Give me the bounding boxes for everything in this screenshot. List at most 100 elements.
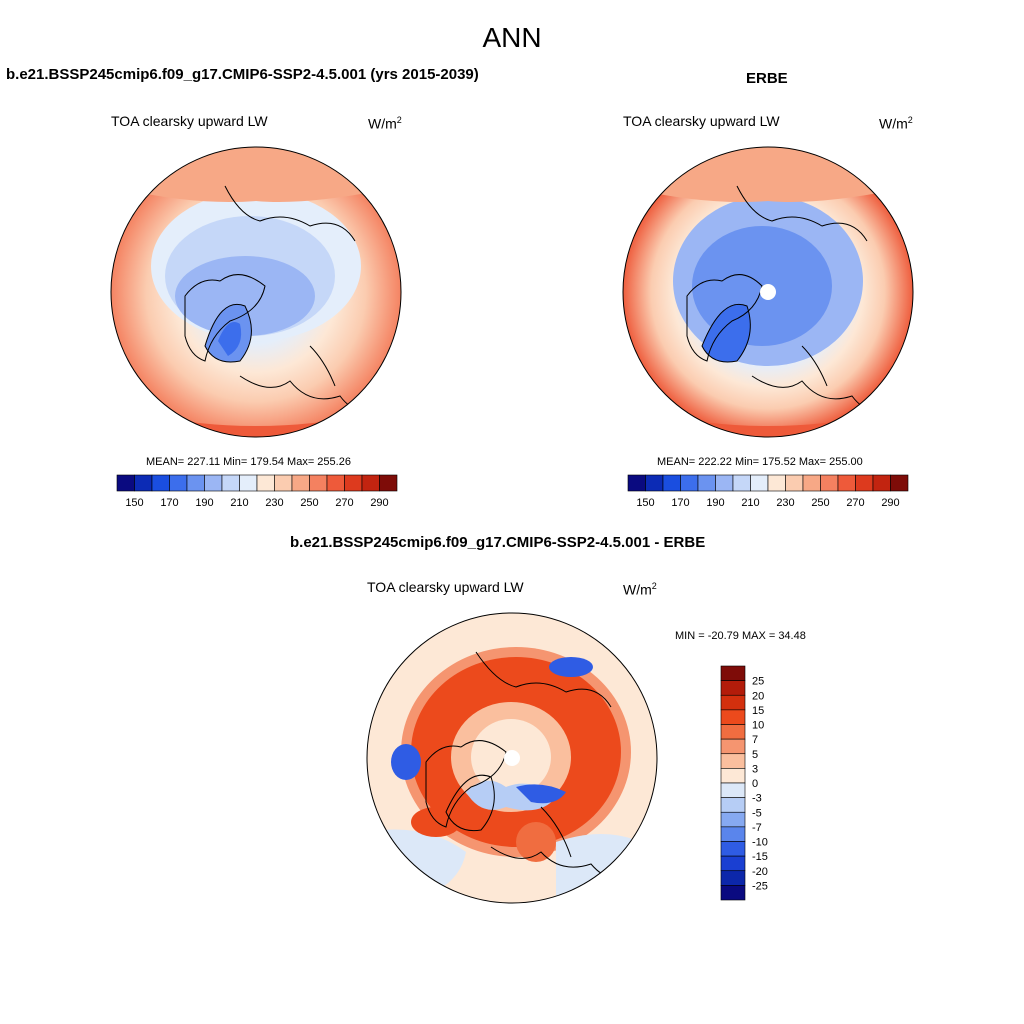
- panel2-colorbar-swatch: [872, 474, 891, 492]
- panel2-colorbar-swatch: [732, 474, 751, 492]
- panel3-colorbar-swatch: [720, 841, 746, 857]
- panel1-colorbar-swatch: [186, 474, 205, 492]
- panel3-colorbar-tick-label: 25: [752, 676, 764, 688]
- panel1-colorbar-tick-label: 210: [230, 497, 248, 509]
- panel1-colorbar-swatch: [116, 474, 135, 492]
- panel1-colorbar-tick-label: 170: [160, 497, 178, 509]
- panel1-polar-map: [110, 146, 402, 438]
- panel1-colorbar-swatch: [291, 474, 310, 492]
- panel2-colorbar-swatch: [855, 474, 874, 492]
- panel3-polar-map: [366, 612, 658, 904]
- panel3-colorbar-tick-label: -10: [752, 837, 768, 849]
- panel2-colorbar-swatch: [662, 474, 681, 492]
- panel1-variable-label: TOA clearsky upward LW: [111, 113, 268, 129]
- panel3-case-title: b.e21.BSSP245cmip6.f09_g17.CMIP6-SSP2-4.…: [290, 534, 706, 551]
- panel2-colorbar-tick-label: 250: [811, 497, 829, 509]
- panel2-polar-map: [622, 146, 914, 438]
- panel2-colorbar-tick-label: 270: [846, 497, 864, 509]
- panel3-colorbar-swatch: [720, 855, 746, 872]
- panel1-colorbar-swatch: [309, 474, 328, 492]
- panel3-stats: MIN = -20.79 MAX = 34.48: [675, 630, 806, 642]
- panel2-stats: MEAN= 222.22 Min= 175.52 Max= 255.00: [657, 456, 863, 468]
- panel3-colorbar-tick-label: 20: [752, 690, 764, 702]
- panel3-colorbar-tick-label: 3: [752, 763, 758, 775]
- panel2-colorbar-swatch: [697, 474, 716, 492]
- panel2-colorbar-swatch: [680, 474, 699, 492]
- panel2-colorbar-swatch: [802, 474, 821, 492]
- panel1-colorbar-swatch: [274, 474, 293, 492]
- panel3-colorbar-tick-label: -5: [752, 807, 762, 819]
- panel1-colorbar-swatch: [326, 474, 345, 492]
- panel2-colorbar-tick-label: 210: [741, 497, 759, 509]
- panel1-colorbar-swatch: [256, 474, 275, 492]
- panel1-colorbar-swatch: [361, 474, 380, 492]
- panel3-colorbar-swatch: [720, 709, 746, 725]
- panel1-colorbar-swatch: [379, 474, 398, 492]
- panel3-colorbar-swatch: [720, 680, 746, 696]
- panel3-colorbar-swatch: [720, 797, 746, 813]
- panel3-colorbar-swatch: [720, 782, 746, 798]
- panel2-colorbar-tick-label: 230: [776, 497, 794, 509]
- panel2-colorbar-swatch: [627, 474, 646, 492]
- panel1-colorbar-swatch: [169, 474, 188, 492]
- panel3-variable-label: TOA clearsky upward LW: [367, 579, 524, 595]
- panel2-variable-label: TOA clearsky upward LW: [623, 113, 780, 129]
- panel2-colorbar-swatch: [820, 474, 839, 492]
- panel3-colorbar-tick-label: 10: [752, 720, 764, 732]
- panel2-colorbar-swatch: [890, 474, 909, 492]
- panel3-colorbar-tick-label: 15: [752, 705, 764, 717]
- panel1-colorbar: 150 170 190 210 230 250 270 290: [116, 474, 398, 509]
- panel2-colorbar-swatch: [645, 474, 664, 492]
- panel3-colorbar-swatch: [720, 753, 746, 769]
- panel3-pole-hole: [504, 750, 520, 766]
- panel3-colorbar-swatch: [720, 870, 746, 886]
- panel3-colorbar: 25 20 15 10 7 5 3 0 -3 -5 -7 -10 -15 -20 -25: [720, 665, 768, 901]
- panel3-colorbar-swatch: [720, 665, 746, 681]
- panel1-colorbar-swatch: [134, 474, 153, 492]
- panel3-colorbar-tick-label: -15: [752, 851, 768, 863]
- panel3-colorbar-tick-label: 0: [752, 778, 758, 790]
- panel1-colorbar-tick-label: 270: [335, 497, 353, 509]
- panel3-colorbar-swatch: [720, 738, 746, 755]
- panel1-stats: MEAN= 227.11 Min= 179.54 Max= 255.26: [146, 456, 351, 468]
- panel3-units: W/m2: [623, 581, 657, 598]
- panel1-colorbar-swatch: [239, 474, 258, 492]
- panel2-case-title: ERBE: [746, 70, 788, 87]
- panel3-colorbar-swatch: [720, 826, 746, 842]
- panel3-colorbar-swatch: [720, 694, 746, 711]
- panel2-colorbar-tick-label: 150: [636, 497, 654, 509]
- panel3-colorbar-swatch: [720, 724, 746, 740]
- panel2-colorbar-swatch: [767, 474, 786, 492]
- panel1-units: W/m2: [368, 115, 402, 132]
- panel1-colorbar-swatch: [344, 474, 363, 492]
- panel2-units: W/m2: [879, 115, 913, 132]
- panel1-colorbar-tick-label: 290: [370, 497, 388, 509]
- panel3-colorbar-tick-label: 7: [752, 734, 758, 746]
- panel1-colorbar-tick-label: 150: [125, 497, 143, 509]
- panel3-colorbar-tick-label: 5: [752, 749, 758, 761]
- panel2-colorbar-swatch: [837, 474, 856, 492]
- panel2-pole-hole: [760, 284, 776, 300]
- panel2-colorbar: 150 170 190 210 230 250 270 290: [627, 474, 909, 509]
- panel2-colorbar-tick-label: 170: [671, 497, 689, 509]
- panel2-colorbar-swatch: [715, 474, 734, 492]
- panel1-colorbar-swatch: [151, 474, 170, 492]
- panel1-colorbar-swatch: [221, 474, 240, 492]
- panel3-colorbar-swatch: [720, 811, 746, 828]
- panel1-colorbar-swatch: [204, 474, 223, 492]
- panel3-colorbar-tick-label: -25: [752, 880, 768, 892]
- panel2-colorbar-tick-label: 190: [706, 497, 724, 509]
- panel2-colorbar-swatch: [750, 474, 769, 492]
- panel2-colorbar-tick-label: 290: [881, 497, 899, 509]
- figure-title: ANN: [482, 22, 542, 53]
- panel3-colorbar-tick-label: -20: [752, 866, 768, 878]
- panel3-colorbar-swatch: [720, 885, 746, 901]
- panel1-colorbar-tick-label: 190: [195, 497, 213, 509]
- panel3-colorbar-swatch: [720, 768, 746, 784]
- panel3-colorbar-tick-label: -7: [752, 822, 762, 834]
- panel1-colorbar-tick-label: 230: [265, 497, 283, 509]
- panel1-case-title: b.e21.BSSP245cmip6.f09_g17.CMIP6-SSP2-4.…: [6, 66, 479, 83]
- panel1-colorbar-tick-label: 250: [300, 497, 318, 509]
- panel2-colorbar-swatch: [785, 474, 804, 492]
- panel3-colorbar-tick-label: -3: [752, 793, 762, 805]
